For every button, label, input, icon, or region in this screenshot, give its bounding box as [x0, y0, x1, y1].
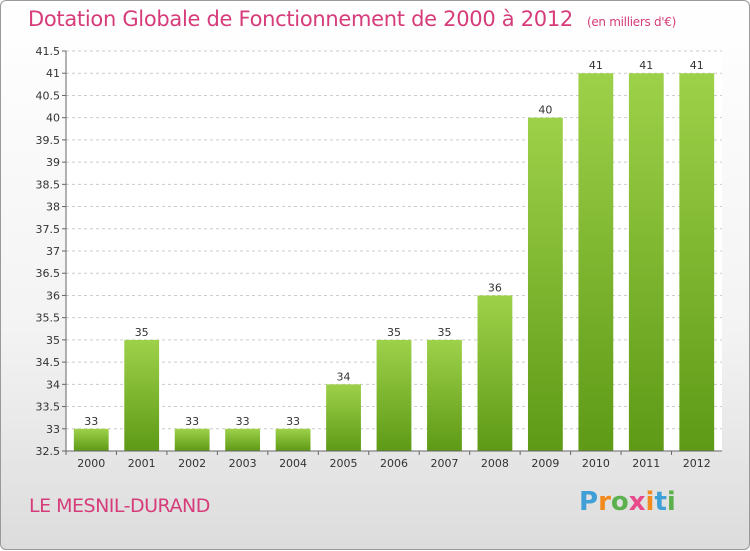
bar-2006 — [376, 339, 412, 451]
y-tick-label: 40 — [46, 112, 60, 125]
y-tick-label: 33.5 — [36, 401, 61, 414]
y-tick-label: 41.5 — [36, 45, 61, 58]
y-tick-label: 35.5 — [36, 312, 61, 325]
bar-2007 — [427, 339, 462, 451]
data-label-2007: 35 — [437, 326, 451, 339]
data-label-2001: 35 — [135, 326, 149, 339]
data-label-2000: 33 — [84, 415, 98, 428]
bar-2001 — [124, 339, 160, 451]
data-label-2009: 40 — [538, 104, 552, 117]
y-tick-label: 38.5 — [36, 178, 61, 191]
proxiti-logo: Proxiti — [579, 487, 676, 517]
chart-subtitle: (en milliers d'€) — [586, 15, 676, 29]
x-tick-label-2012: 2012 — [683, 457, 711, 470]
y-tick-label: 41 — [46, 67, 60, 80]
x-tick-label-2011: 2011 — [632, 457, 660, 470]
y-tick-label: 33 — [46, 423, 60, 436]
x-tick-label-2008: 2008 — [481, 457, 509, 470]
data-label-2010: 41 — [589, 59, 603, 72]
bar-2003 — [225, 428, 261, 451]
y-tick-label: 38 — [46, 201, 60, 214]
y-tick-label: 34 — [46, 378, 60, 391]
x-tick-label-2005: 2005 — [330, 457, 358, 470]
commune-name: LE MESNIL-DURAND — [29, 495, 210, 517]
data-label-2002: 33 — [185, 415, 199, 428]
data-label-2005: 34 — [337, 370, 351, 383]
bar-2008 — [477, 295, 513, 451]
y-tick-label: 40.5 — [36, 89, 61, 102]
bar-2011 — [628, 73, 664, 451]
data-label-2011: 41 — [639, 59, 653, 72]
y-tick-label: 39.5 — [36, 134, 61, 147]
y-tick-label: 36.5 — [36, 267, 61, 280]
data-label-2008: 36 — [488, 281, 502, 294]
y-tick-label: 36 — [46, 289, 60, 302]
y-tick-label: 34.5 — [36, 356, 61, 369]
bar-2004 — [275, 428, 311, 451]
bar-2000 — [73, 428, 109, 451]
x-tick-label-2003: 2003 — [229, 457, 257, 470]
data-label-2004: 33 — [286, 415, 300, 428]
x-tick-label-2001: 2001 — [128, 457, 156, 470]
y-tick-label: 35 — [46, 334, 60, 347]
x-tick-label-2010: 2010 — [582, 457, 610, 470]
y-tick-label: 39 — [46, 156, 60, 169]
y-tick-label: 32.5 — [36, 445, 61, 458]
data-label-2006: 35 — [387, 326, 401, 339]
x-tick-label-2009: 2009 — [531, 457, 559, 470]
data-label-2012: 41 — [690, 59, 704, 72]
x-tick-label-2006: 2006 — [380, 457, 408, 470]
x-tick-label-2007: 2007 — [430, 457, 458, 470]
y-tick-label: 37.5 — [36, 223, 61, 236]
data-label-2003: 33 — [236, 415, 250, 428]
y-tick-label: 37 — [46, 245, 60, 258]
bar-2010 — [578, 73, 614, 451]
chart-title: Dotation Globale de Fonctionnement de 20… — [28, 7, 676, 31]
x-tick-label-2000: 2000 — [77, 457, 105, 470]
x-tick-label-2004: 2004 — [279, 457, 307, 470]
bar-2012 — [679, 73, 715, 451]
bar-2002 — [174, 428, 210, 451]
title-text: Dotation Globale de Fonctionnement de 20… — [28, 7, 573, 31]
x-tick-label-2002: 2002 — [178, 457, 206, 470]
bar-2009 — [527, 117, 563, 452]
bar-2005 — [326, 384, 361, 451]
